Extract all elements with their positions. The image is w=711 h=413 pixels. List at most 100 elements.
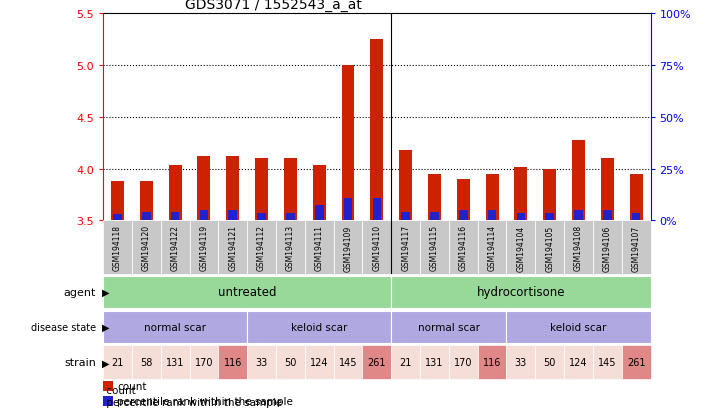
Bar [543,169,556,221]
Text: GSM194108: GSM194108 [574,225,583,271]
Bar [305,221,333,275]
Bar [333,221,363,275]
Text: 131: 131 [166,357,184,368]
Bar [593,346,621,379]
Bar [255,159,268,221]
Bar [545,214,554,221]
Bar [621,346,651,379]
Text: normal scar: normal scar [418,322,480,332]
Bar [142,213,151,221]
Text: 145: 145 [598,357,616,368]
Bar [506,311,651,343]
Bar [333,346,363,379]
Bar [632,214,641,221]
Bar [564,346,593,379]
Bar [161,221,190,275]
Bar [391,221,420,275]
Text: 261: 261 [368,357,386,368]
Bar [593,221,621,275]
Text: hydrocortisone: hydrocortisone [476,286,565,299]
Text: untreated: untreated [218,286,277,299]
Bar [228,211,237,221]
Text: ▶: ▶ [102,357,109,368]
Text: GSM194107: GSM194107 [631,225,641,271]
Bar [198,157,210,221]
Bar [399,151,412,221]
Bar [132,346,161,379]
Text: 116: 116 [483,357,501,368]
Bar [488,211,496,221]
Bar [621,221,651,275]
Text: percentile rank within the sample: percentile rank within the sample [117,396,293,406]
Bar [190,221,218,275]
Bar [486,174,498,221]
Bar [313,165,326,221]
Bar [391,311,506,343]
Bar [257,214,266,221]
Text: GSM194110: GSM194110 [373,225,381,271]
Bar [456,180,470,221]
Text: GSM194119: GSM194119 [200,225,208,271]
Bar [603,211,611,221]
Text: GSM194106: GSM194106 [603,225,612,271]
Text: 261: 261 [627,357,646,368]
Bar [506,346,535,379]
Text: GSM194116: GSM194116 [459,225,468,271]
Bar [286,214,294,221]
Text: 21: 21 [400,357,412,368]
Bar [601,159,614,221]
Bar [218,346,247,379]
Bar [401,213,410,221]
Text: ▶: ▶ [102,287,109,297]
Bar [535,221,564,275]
Text: keloid scar: keloid scar [550,322,606,332]
Text: 170: 170 [195,357,213,368]
Bar [373,198,381,221]
Text: normal scar: normal scar [144,322,206,332]
Text: GSM194113: GSM194113 [286,225,295,271]
Bar [276,221,305,275]
Bar [459,211,468,221]
Bar [200,211,208,221]
Bar [305,346,333,379]
Text: agent: agent [63,287,96,297]
Bar [315,206,324,221]
Text: 131: 131 [425,357,444,368]
Text: GSM194118: GSM194118 [113,225,122,271]
Text: 21: 21 [112,357,124,368]
Text: GSM194114: GSM194114 [488,225,496,271]
Text: count: count [117,382,146,392]
Bar [113,215,122,221]
Bar [564,221,593,275]
Bar [103,346,132,379]
Bar [111,182,124,221]
Bar [506,221,535,275]
Bar [276,346,305,379]
Bar [420,346,449,379]
Text: GSM194122: GSM194122 [171,225,180,271]
Bar [428,174,441,221]
Text: 124: 124 [310,357,328,368]
Bar [449,346,478,379]
Bar [535,346,564,379]
Text: 58: 58 [140,357,152,368]
Text: GSM194109: GSM194109 [343,225,353,271]
Text: 50: 50 [284,357,296,368]
Text: 50: 50 [543,357,556,368]
Text: keloid scar: keloid scar [291,322,348,332]
Bar [226,157,239,221]
Bar [247,311,391,343]
Text: count: count [103,385,136,395]
Text: 116: 116 [223,357,242,368]
Text: GSM194121: GSM194121 [228,225,237,271]
Bar [169,165,181,221]
Text: GSM194104: GSM194104 [516,225,525,271]
Text: 170: 170 [454,357,473,368]
Bar [430,213,439,221]
Text: 33: 33 [515,357,527,368]
Bar [132,221,161,275]
Bar [247,346,276,379]
Bar [343,198,353,221]
Bar [391,276,651,308]
Bar [391,346,420,379]
